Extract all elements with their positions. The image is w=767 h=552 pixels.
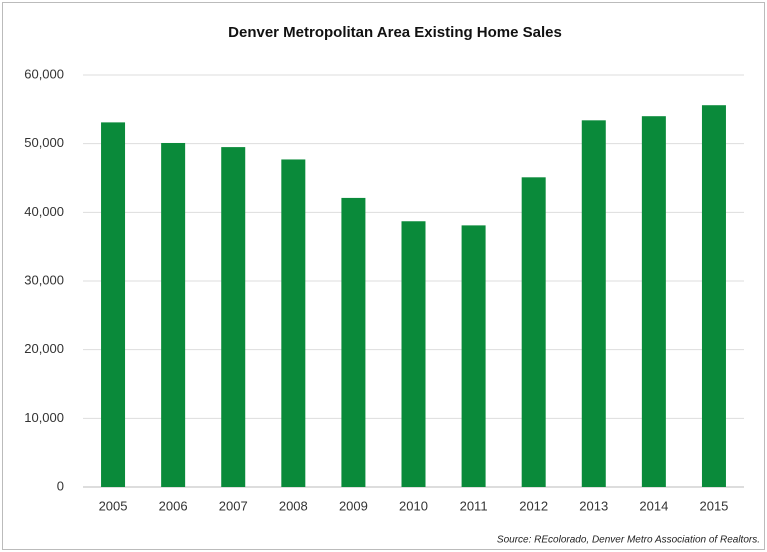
- x-tick-label: 2014: [639, 498, 668, 513]
- y-tick-label: 50,000: [24, 135, 64, 150]
- x-tick-label: 2007: [219, 498, 248, 513]
- y-tick-label: 60,000: [24, 66, 64, 81]
- x-tick-label: 2008: [279, 498, 308, 513]
- y-tick-label: 20,000: [24, 341, 64, 356]
- x-tick-label: 2013: [579, 498, 608, 513]
- x-tick-label: 2005: [99, 498, 128, 513]
- bar: [401, 221, 426, 487]
- x-tick-label: 2012: [519, 498, 548, 513]
- bar: [161, 142, 186, 488]
- y-tick-label: 30,000: [24, 272, 64, 287]
- bar: [701, 105, 726, 488]
- bar: [281, 159, 306, 487]
- bar: [101, 122, 126, 487]
- bar: [221, 147, 246, 487]
- bar: [461, 225, 486, 487]
- chart-title: Denver Metropolitan Area Existing Home S…: [228, 24, 562, 41]
- bar: [521, 177, 546, 487]
- y-tick-label: 10,000: [24, 410, 64, 425]
- bar: [641, 116, 666, 487]
- source-note: Source: REcolorado, Denver Metro Associa…: [497, 535, 760, 546]
- x-tick-label: 2010: [399, 498, 428, 513]
- x-tick-label: 2009: [339, 498, 368, 513]
- x-tick-label: 2015: [699, 498, 728, 513]
- x-tick-label: 2011: [460, 498, 488, 513]
- bar: [581, 120, 606, 487]
- y-tick-label: 0: [57, 478, 64, 493]
- x-tick-label: 2006: [159, 498, 188, 513]
- y-tick-label: 40,000: [24, 204, 64, 219]
- bar: [341, 197, 366, 487]
